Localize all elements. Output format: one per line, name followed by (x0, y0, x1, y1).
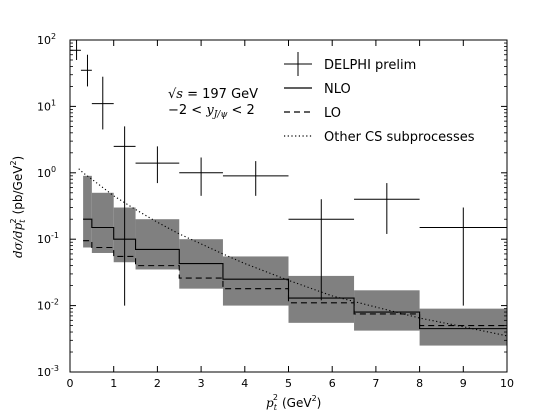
annotation-rapidity-var: y (205, 103, 214, 118)
y-tick-label: 10-3 (37, 364, 59, 379)
y-tick-label-base: 10 (37, 366, 51, 379)
x-axis-label-unit-sup: 2 (312, 394, 317, 403)
x-axis-label-unit: (GeV (282, 396, 312, 410)
data-points-layer (70, 40, 507, 306)
data-point (135, 146, 180, 184)
theory-band-bin (222, 256, 289, 306)
data-point (222, 161, 289, 196)
annotation-rapidity-left: −2 < (168, 103, 206, 118)
annotation-energy: = 197 GeV (183, 87, 258, 102)
other-cs-curve (78, 168, 508, 337)
legend-nlo-label: NLO (324, 82, 351, 97)
theory-band-bin (91, 192, 114, 253)
x-tick-label: 5 (285, 377, 292, 390)
y-axis-label-unit-end: ) (11, 156, 25, 161)
data-point (354, 183, 420, 234)
y-axis-label: dσ/dpt2(pb/GeV2) (9, 156, 27, 258)
x-tick-label: 4 (241, 377, 248, 390)
legend-item-delphi: DELPHI prelim (284, 52, 416, 76)
legend-delphi-label: DELPHI prelim (324, 58, 416, 73)
y-axis-label-unit: (pb/GeV (11, 165, 25, 215)
y-tick-label-exp: 1 (51, 98, 56, 107)
annotation-line2: −2 < yJ/ψ < 2 (168, 103, 255, 120)
x-tick-label: 6 (329, 377, 336, 390)
annotation: √s = 197 GeV −2 < yJ/ψ < 2 (168, 87, 258, 120)
y-axis-label-math-sup: 2 (9, 218, 18, 223)
y-tick-label-base: 10 (37, 233, 51, 246)
y-tick-label-base: 10 (37, 100, 51, 113)
annotation-sqrt-s: √s (168, 87, 183, 102)
x-tick-label: 3 (198, 377, 205, 390)
x-axis-label: pt2 (GeV2) (266, 393, 321, 412)
y-tick-label: 102 (37, 32, 56, 47)
lo-curve (83, 240, 507, 327)
y-tick-label: 101 (37, 98, 56, 113)
x-axis-label-sup: 2 (273, 393, 278, 402)
y-tick-label-base: 10 (37, 300, 51, 313)
annotation-rapidity-right: < 2 (227, 103, 254, 118)
x-tick-label: 8 (416, 377, 423, 390)
annotation-rapidity-sub: J/ψ (212, 110, 229, 120)
y-tick-label: 100 (37, 165, 56, 180)
y-axis-label-unit-sup: 2 (9, 160, 18, 165)
x-tick-label: 10 (500, 377, 514, 390)
legend-item-other-cs: Other CS subprocesses (284, 130, 475, 145)
x-tick-label: 1 (110, 377, 117, 390)
data-point (80, 54, 92, 87)
legend-lo-label: LO (324, 106, 341, 121)
legend: DELPHI prelim NLO LO Other CS subprocess… (284, 52, 475, 145)
x-tick-label: 0 (67, 377, 74, 390)
curve-layer (78, 168, 508, 337)
y-tick-label-exp: -2 (51, 298, 59, 307)
x-axis-label-unit-end: ) (317, 396, 322, 410)
data-point (91, 76, 114, 130)
y-tick-label: 10-2 (37, 298, 59, 313)
x-tick-label: 2 (154, 377, 161, 390)
y-tick-label-base: 10 (37, 34, 51, 47)
data-point (113, 126, 136, 306)
y-tick-label-base: 10 (37, 167, 51, 180)
theory-band-bin (83, 175, 92, 248)
x-axis-label-sub: t (274, 403, 278, 412)
y-tick-label-exp: -1 (51, 231, 59, 240)
x-tick-label: 7 (372, 377, 379, 390)
x-axis-label-var: p (266, 396, 274, 410)
y-axis-label-math: dσ/dp (11, 222, 25, 258)
data-point (419, 207, 507, 306)
theory-band-bin (354, 290, 420, 331)
y-tick-label-exp: 2 (51, 32, 56, 41)
legend-other-cs-label: Other CS subprocesses (324, 130, 475, 145)
data-point (288, 199, 355, 301)
y-axis-label-math-sub: t (18, 219, 27, 223)
y-tick-label-exp: -3 (51, 364, 59, 373)
theory-band-bin (135, 219, 180, 270)
legend-item-lo: LO (284, 106, 341, 121)
x-tick-label: 9 (460, 377, 467, 390)
data-point (179, 157, 223, 196)
nlo-curve (83, 218, 507, 330)
y-tick-label-exp: 0 (51, 165, 56, 174)
legend-item-nlo: NLO (284, 82, 351, 97)
theory-band-bin (419, 308, 507, 346)
y-tick-label: 10-1 (37, 231, 59, 246)
annotation-line1: √s = 197 GeV (168, 87, 258, 102)
